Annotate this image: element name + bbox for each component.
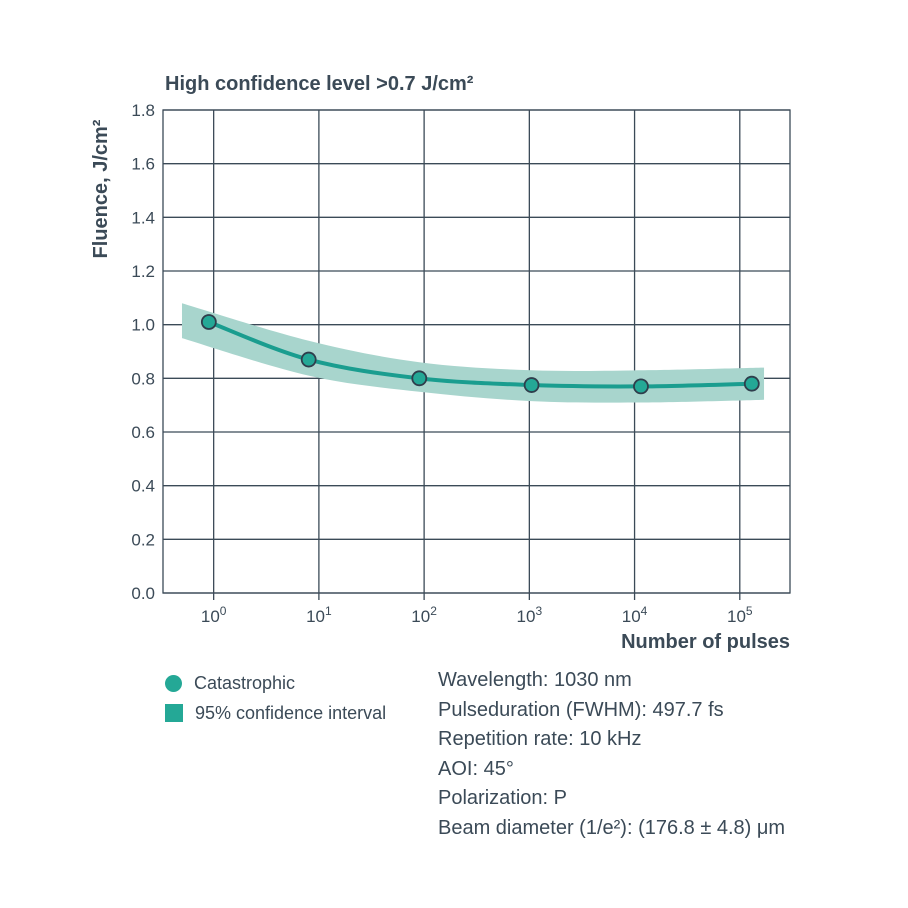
spec-polarization: Polarization: P <box>438 787 567 809</box>
y-tick-label: 1.6 <box>131 155 155 174</box>
confidence-band-area <box>181 303 765 403</box>
y-tick-label: 0.4 <box>131 477 155 496</box>
x-axis-label: Number of pulses <box>621 631 790 653</box>
confidence-band-layer <box>181 303 765 403</box>
y-tick-label: 0.6 <box>131 423 155 442</box>
spec-repetition-rate: Repetition rate: 10 kHz <box>438 728 642 750</box>
legend-label-catastrophic: Catastrophic <box>194 672 296 693</box>
legend-item-catastrophic: Catastrophic <box>165 668 386 698</box>
y-axis-label: Fluence, J/cm² <box>90 119 112 258</box>
data-point-marker <box>300 351 317 368</box>
series-line-catastrophic <box>206 319 754 389</box>
legend-item-confidence-interval: 95% confidence interval <box>165 698 386 728</box>
spec-pulse-duration: Pulseduration (FWHM): 497.7 fs <box>438 698 724 721</box>
series-line-layer <box>206 319 754 389</box>
x-tick-label: 105 <box>727 604 753 626</box>
y-tick-label: 0.2 <box>131 530 155 549</box>
data-point-marker <box>523 377 540 393</box>
data-point-marker <box>633 378 649 395</box>
y-tick-label: 1.0 <box>131 316 155 335</box>
y-tick-labels: 0.0 0.2 0.4 0.6 0.8 1.0 1.2 1.4 1.6 1.8 <box>131 101 155 603</box>
y-tick-label: 1.2 <box>131 262 155 281</box>
x-tick-label: 104 <box>622 604 648 626</box>
y-tick-label: 0.0 <box>131 584 155 603</box>
legend-label-confidence-interval: 95% confidence interval <box>195 702 387 723</box>
x-tick-label: 101 <box>306 604 332 626</box>
spec-beam-diameter: Beam diameter (1/e²): (176.8 ± 4.8) μm <box>438 816 786 839</box>
y-tick-label: 1.4 <box>131 208 155 227</box>
x-tick-label: 102 <box>411 604 437 626</box>
spec-wavelength: Wavelength: 1030 nm <box>438 669 632 691</box>
y-tick-label: 0.8 <box>131 369 155 388</box>
y-tick-label: 1.8 <box>131 101 155 120</box>
x-tick-label: 103 <box>517 604 543 626</box>
square-marker-icon <box>165 704 183 722</box>
spec-aoi: AOI: 45° <box>438 757 514 780</box>
x-tick-labels: 100 101 102 103 104 105 <box>201 604 753 626</box>
fluence-chart: 0.0 0.2 0.4 0.6 0.8 1.0 1.2 1.4 1.6 1.8 100 101 102… <box>90 73 791 653</box>
data-point-marker <box>200 314 217 330</box>
data-point-marker <box>411 370 428 387</box>
circle-marker-icon <box>165 674 182 692</box>
test-parameters: Wavelength: 1030 nm Pulseduration (FWHM)… <box>438 666 785 843</box>
legend: Catastrophic 95% confidence interval <box>165 668 386 728</box>
x-tick-label: 100 <box>201 604 227 626</box>
chart-title: High confidence level >0.7 J/cm² <box>165 73 474 95</box>
data-point-marker <box>743 375 760 392</box>
marker-layer <box>200 314 760 395</box>
